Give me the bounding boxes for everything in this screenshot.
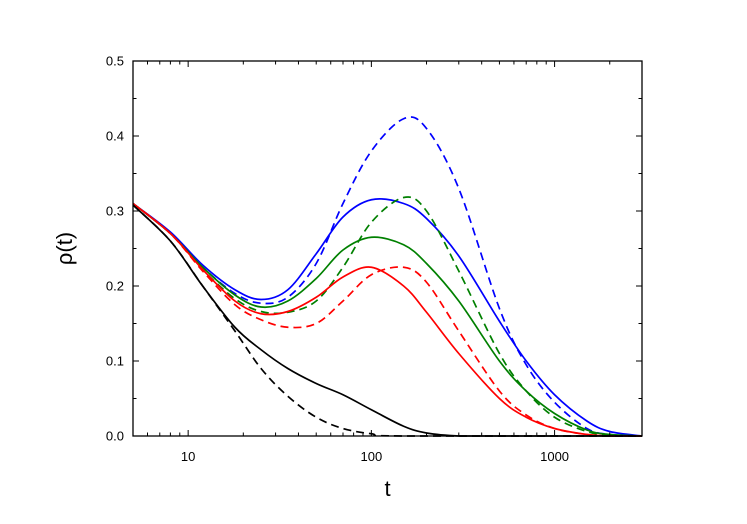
series-layer (132, 116, 643, 437)
y-tick-label: 0.0 (106, 429, 124, 444)
y-tick-label: 0.3 (106, 204, 124, 219)
series-line-4 (132, 196, 643, 437)
series-line-3 (132, 202, 643, 437)
y-axis-label: ρ(t) (52, 232, 77, 265)
series-line-2 (132, 116, 643, 437)
series-line-5 (132, 202, 642, 437)
x-tick-label: 1000 (540, 449, 569, 464)
y-tick-label: 0.2 (106, 279, 124, 294)
x-axis-label: t (384, 476, 390, 501)
series-line-8 (132, 204, 642, 437)
plot-frame (132, 60, 643, 437)
y-tick-label: 0.1 (106, 354, 124, 369)
x-tick-label: 100 (361, 449, 383, 464)
x-tick-label: 10 (181, 449, 195, 464)
ticks-layer: 0.0 0.1 0.2 0.3 0.4 0.5 10 100 1000 (106, 54, 643, 464)
series-line-1 (132, 198, 643, 437)
y-tick-label: 0.5 (106, 54, 124, 69)
y-tick-label: 0.4 (106, 129, 124, 144)
